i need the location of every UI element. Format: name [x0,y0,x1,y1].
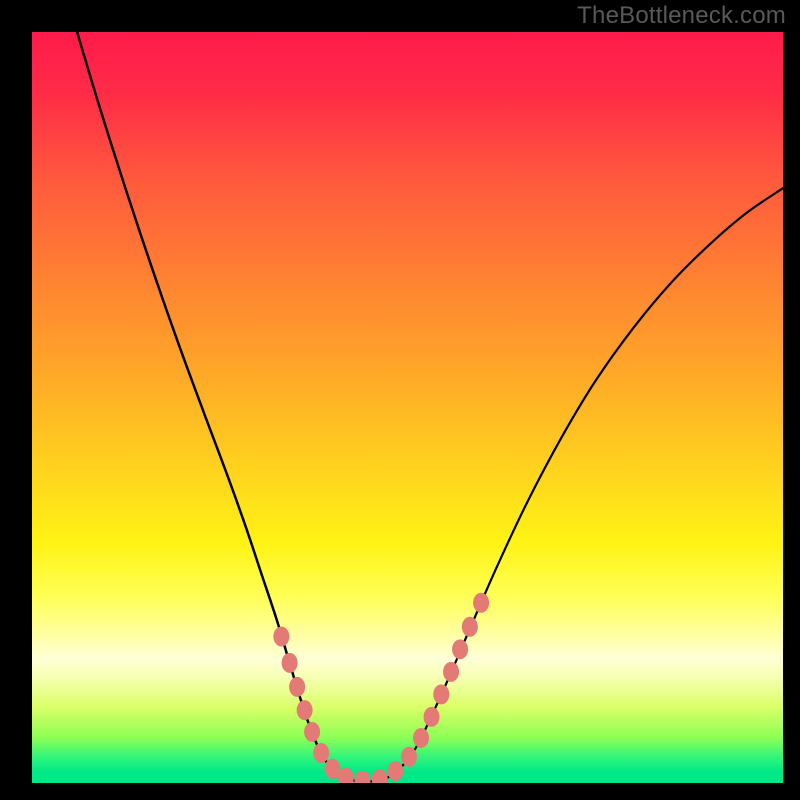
curve-left [77,32,355,781]
data-marker [443,662,459,682]
data-marker [324,759,340,779]
data-marker [282,653,298,673]
data-marker [413,728,429,748]
data-marker [452,639,468,659]
data-marker [433,684,449,704]
data-marker [387,761,403,781]
bottleneck-curve-chart [32,32,783,783]
data-marker [313,743,329,763]
data-marker [304,722,320,742]
data-marker [289,677,305,697]
data-marker [401,747,417,767]
data-marker [473,593,489,613]
data-marker [273,627,289,647]
watermark-text: TheBottleneck.com [577,2,786,30]
data-marker [354,771,370,783]
data-marker [372,769,388,783]
data-marker [462,617,478,637]
data-marker [424,707,440,727]
curve-right [355,188,783,781]
plot-area [32,32,783,783]
data-marker [297,700,313,720]
stage: TheBottleneck.com [0,0,800,800]
